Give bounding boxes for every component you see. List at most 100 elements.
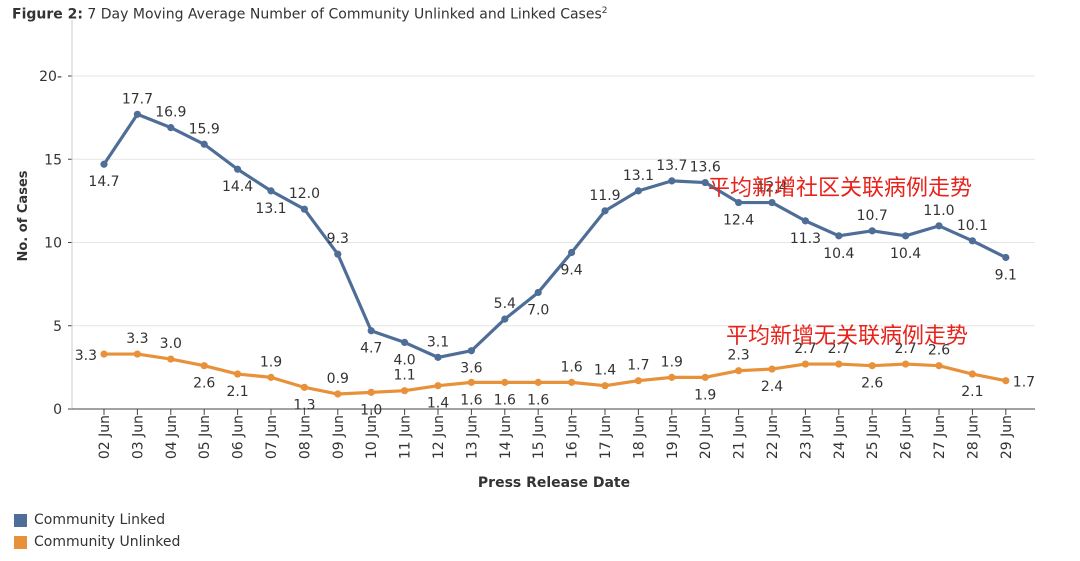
data-point-linked-22	[835, 232, 843, 240]
data-label-unlinked-2: 3.0	[160, 336, 182, 352]
x-tick-label-9: 11 Jun	[398, 415, 414, 459]
data-point-linked-26	[968, 237, 977, 245]
data-point-unlinked-16	[634, 377, 643, 385]
data-label-unlinked-12: 1.6	[494, 392, 516, 408]
data-point-linked-5	[267, 187, 275, 195]
data-point-linked-10	[434, 353, 442, 361]
data-label-linked-8: 4.7	[360, 341, 382, 357]
data-label-unlinked-15: 1.4	[594, 363, 616, 379]
data-label-unlinked-7: 0.9	[327, 371, 349, 387]
data-point-unlinked-14	[568, 378, 576, 386]
data-label-linked-23: 10.7	[857, 208, 888, 224]
data-label-unlinked-1: 3.3	[126, 331, 148, 347]
data-label-unlinked-18: 1.9	[694, 387, 716, 403]
y-tick-label-0: 0	[53, 402, 62, 418]
data-label-linked-10: 3.1	[427, 334, 449, 350]
data-point-unlinked-26	[968, 370, 977, 378]
data-label-linked-27: 9.1	[995, 267, 1017, 283]
data-point-linked-11	[467, 347, 475, 355]
data-label-unlinked-6: 1.3	[293, 397, 315, 413]
data-point-linked-7	[334, 250, 342, 258]
y-tick-label-15: 15	[44, 152, 62, 168]
legend-swatch-linked	[14, 513, 27, 527]
x-tick-label-4: 06 Jun	[231, 415, 247, 459]
data-label-linked-16: 13.1	[623, 168, 654, 184]
legend-item-unlinked: Community Unlinked	[14, 534, 180, 550]
x-tick-label-6: 08 Jun	[297, 415, 313, 459]
data-point-linked-0	[100, 160, 108, 168]
x-tick-label-16: 18 Jun	[631, 415, 647, 459]
data-point-linked-21	[801, 217, 810, 225]
data-label-unlinked-22: 2.7	[828, 341, 850, 357]
x-tick-label-8: 10 Jun	[364, 415, 380, 459]
x-tick-label-14: 16 Jun	[565, 415, 581, 459]
x-tick-label-20: 22 Jun	[765, 415, 781, 459]
data-label-unlinked-24: 2.7	[894, 341, 916, 357]
data-label-unlinked-5: 1.9	[260, 354, 282, 370]
annotation-linked-trend: 平均新增社区关联病例走势	[708, 176, 973, 201]
data-point-unlinked-11	[467, 378, 475, 386]
data-label-linked-7: 9.3	[327, 231, 349, 247]
y-tick-label-20: 20-	[39, 69, 62, 85]
data-label-unlinked-17: 1.9	[661, 354, 683, 370]
x-tick-label-3: 05 Jun	[197, 415, 213, 459]
data-point-unlinked-20	[768, 365, 776, 373]
figure-title-text: 7 Day Moving Average Number of Community…	[87, 6, 602, 23]
data-point-linked-18	[701, 178, 709, 187]
data-label-linked-0: 14.7	[88, 174, 119, 190]
data-point-unlinked-27	[1002, 377, 1010, 385]
data-point-unlinked-17	[668, 373, 676, 381]
x-tick-label-22: 24 Jun	[832, 415, 848, 459]
data-point-linked-12	[501, 315, 509, 323]
data-label-unlinked-19: 2.3	[727, 348, 749, 364]
data-label-unlinked-20: 2.4	[761, 379, 783, 395]
data-label-linked-11: 3.6	[460, 361, 482, 377]
x-tick-label-24: 26 Jun	[899, 415, 915, 459]
data-label-linked-25: 11.0	[923, 203, 954, 219]
data-point-unlinked-0	[100, 350, 108, 358]
data-label-linked-14: 9.4	[560, 262, 582, 278]
data-point-linked-19	[735, 198, 743, 207]
data-point-unlinked-6	[300, 383, 308, 391]
data-label-unlinked-10: 1.4	[427, 396, 449, 412]
data-label-unlinked-23: 2.6	[861, 376, 883, 392]
data-label-unlinked-27: 1.7	[1013, 375, 1035, 391]
x-tick-label-13: 15 Jun	[531, 415, 547, 459]
data-point-linked-13	[534, 288, 542, 297]
data-point-unlinked-19	[735, 367, 743, 375]
data-label-linked-22: 10.4	[823, 246, 854, 262]
data-label-unlinked-26: 2.1	[961, 384, 983, 400]
data-point-linked-17	[668, 177, 676, 185]
x-tick-label-25: 27 Jun	[932, 415, 948, 459]
data-point-unlinked-24	[902, 360, 910, 368]
x-tick-label-27: 29 Jun	[999, 415, 1015, 459]
x-tick-label-15: 17 Jun	[598, 415, 614, 459]
data-label-linked-2: 16.9	[155, 105, 186, 121]
x-tick-label-7: 09 Jun	[331, 415, 347, 459]
data-label-unlinked-9: 1.1	[393, 368, 415, 384]
data-point-unlinked-10	[434, 382, 442, 390]
annotation-unlinked-trend: 平均新增无关联病例走势	[726, 324, 969, 349]
data-label-linked-1: 17.7	[122, 91, 153, 107]
data-label-unlinked-11: 1.6	[460, 392, 482, 408]
legend-label-unlinked: Community Unlinked	[34, 534, 181, 550]
data-label-unlinked-13: 1.6	[527, 392, 549, 408]
x-tick-label-26: 28 Jun	[965, 415, 981, 459]
x-tick-label-10: 12 Jun	[431, 415, 447, 459]
data-point-linked-1	[133, 110, 141, 118]
data-point-linked-8	[367, 327, 375, 335]
data-point-unlinked-12	[501, 378, 509, 386]
x-tick-label-21: 23 Jun	[798, 415, 814, 459]
data-label-linked-4: 14.4	[222, 179, 253, 195]
data-label-linked-21: 11.3	[790, 231, 821, 247]
data-label-linked-19: 12.4	[723, 213, 754, 229]
data-point-unlinked-1	[133, 350, 141, 358]
data-label-unlinked-0: 3.3	[75, 348, 97, 364]
data-label-linked-17: 13.7	[656, 158, 687, 174]
x-tick-label-1: 03 Jun	[130, 415, 146, 459]
data-point-unlinked-15	[601, 382, 609, 390]
legend-swatch-unlinked	[14, 535, 27, 549]
x-axis-title: Press Release Date	[478, 475, 630, 491]
data-label-linked-20: 12.4	[756, 180, 787, 196]
